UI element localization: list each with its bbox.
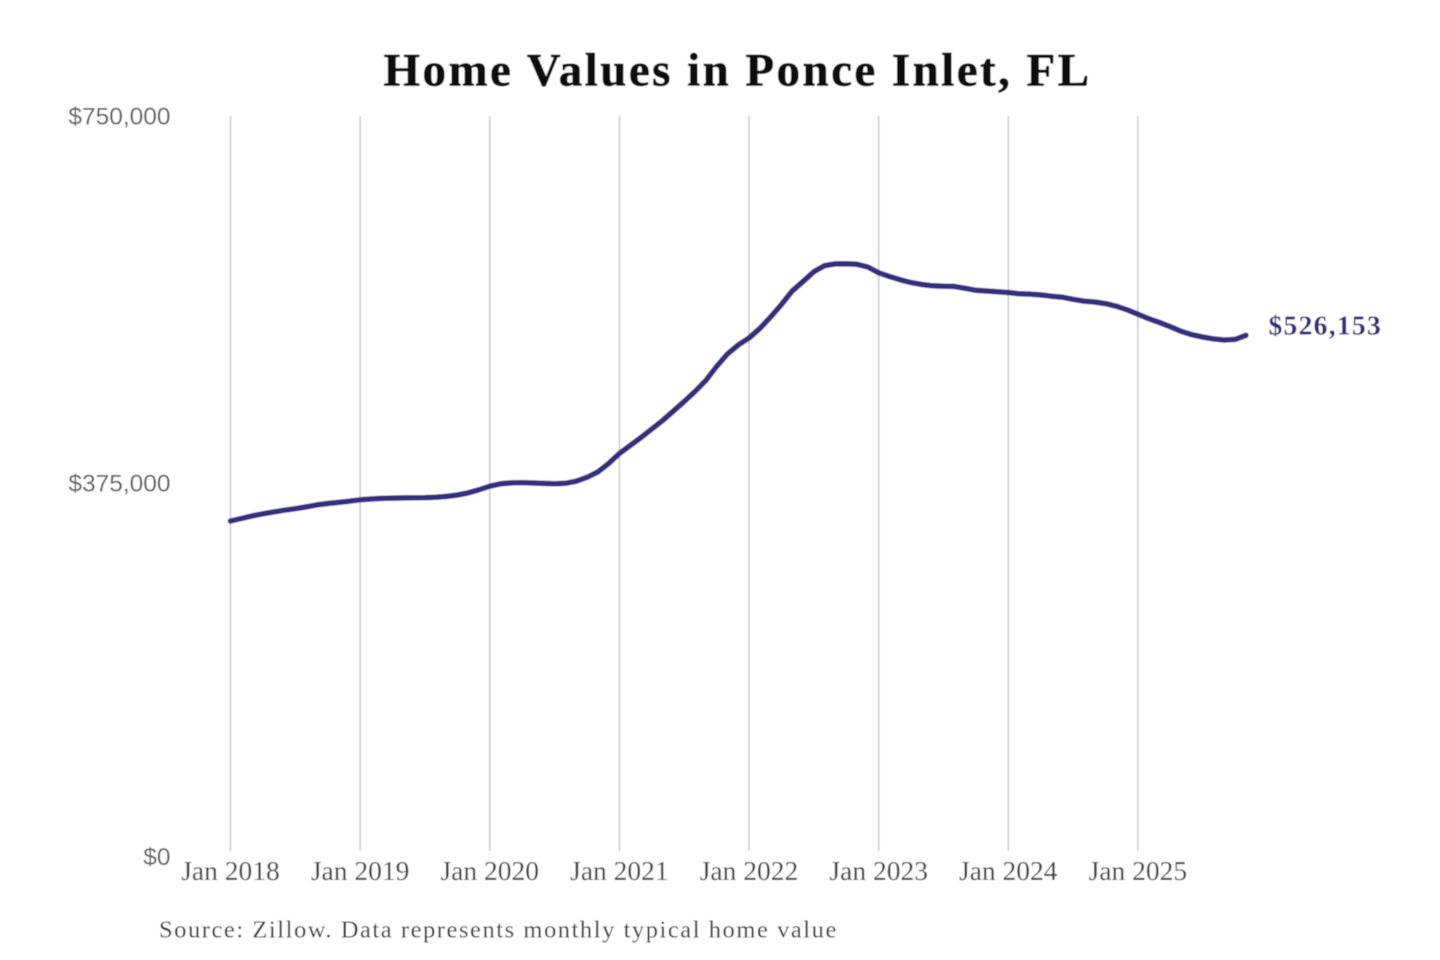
svg-text:$0: $0 bbox=[143, 844, 170, 871]
svg-text:Jan 2021: Jan 2021 bbox=[570, 855, 669, 886]
svg-text:Jan 2018: Jan 2018 bbox=[181, 855, 280, 886]
svg-text:$526,153: $526,153 bbox=[1269, 310, 1383, 341]
svg-text:Jan 2025: Jan 2025 bbox=[1089, 855, 1188, 886]
svg-text:Jan 2024: Jan 2024 bbox=[959, 855, 1058, 886]
svg-text:$375,000: $375,000 bbox=[68, 471, 170, 498]
svg-text:Jan 2023: Jan 2023 bbox=[829, 855, 928, 886]
svg-text:Jan 2019: Jan 2019 bbox=[311, 855, 410, 886]
svg-text:Jan 2022: Jan 2022 bbox=[700, 855, 799, 886]
svg-text:Home Values in Ponce Inlet, FL: Home Values in Ponce Inlet, FL bbox=[383, 45, 1091, 97]
svg-text:Source: Zillow. Data represent: Source: Zillow. Data represents monthly … bbox=[159, 917, 838, 944]
svg-text:$750,000: $750,000 bbox=[68, 104, 170, 131]
svg-text:Jan 2020: Jan 2020 bbox=[441, 855, 540, 886]
